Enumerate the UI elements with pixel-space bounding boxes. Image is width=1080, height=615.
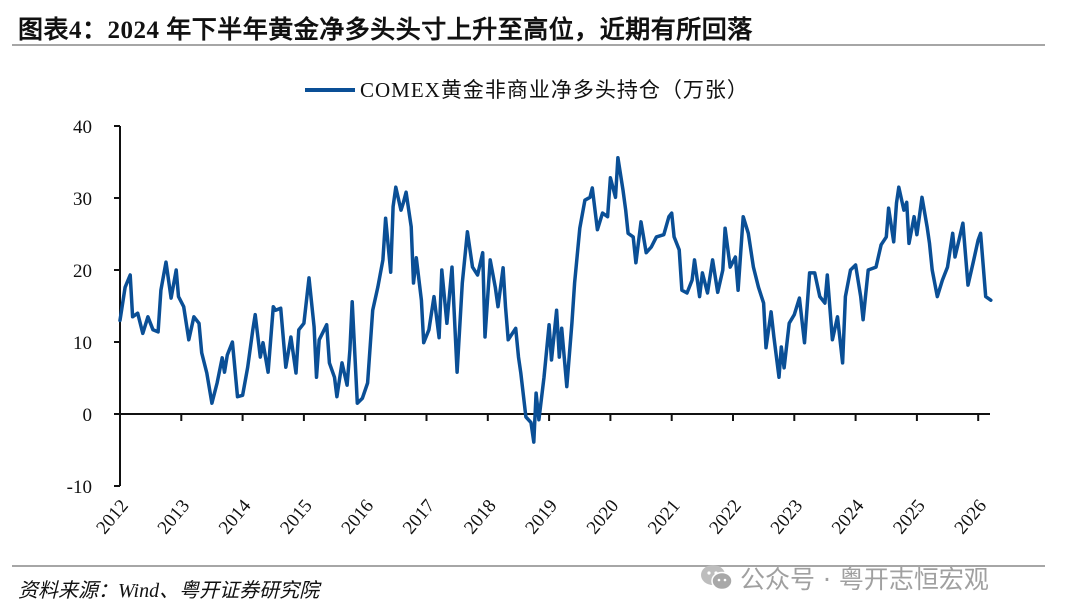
x-tick-label: 2013: [154, 496, 195, 539]
y-tick-label: 40: [73, 117, 92, 138]
chart-title: 图表4：2024 年下半年黄金净多头头寸上升至高位，近期有所回落: [18, 17, 753, 44]
x-tick-label: 2022: [705, 496, 746, 539]
title-divider: [12, 44, 1045, 46]
legend-label: COMEX黄金非商业净多头持仓（万张）: [360, 78, 749, 102]
x-tick-label: 2016: [338, 496, 379, 539]
x-tick-label: 2021: [644, 496, 685, 539]
x-tick-label: 2017: [399, 496, 440, 539]
watermark: 公众号 · 粤开志恒宏观: [700, 560, 989, 596]
x-tick-label: 2019: [521, 496, 562, 539]
x-tick-label: 2014: [215, 495, 256, 538]
y-tick-label: 30: [73, 189, 92, 210]
x-tick-label: 2015: [276, 496, 317, 539]
series-line-comex-net-long: [118, 155, 993, 444]
x-tick-label: 2023: [767, 496, 808, 539]
y-tick-label: -10: [67, 477, 92, 498]
y-tick-label: 10: [73, 333, 92, 354]
x-tick-label: 2020: [583, 496, 624, 539]
x-tick-label: 2026: [951, 496, 992, 539]
x-tick-label: 2012: [92, 496, 133, 539]
y-tick-label: 20: [73, 261, 92, 282]
x-tick-label: 2018: [460, 496, 501, 539]
axes: -10 0 10 20 30 40 2012 2013 2014 2015 2016 2017 2018…: [67, 117, 991, 538]
x-tick-label: 2025: [889, 496, 930, 539]
y-tick-label: 0: [83, 405, 93, 426]
watermark-text: 公众号 · 粤开志恒宏观: [740, 565, 989, 594]
source-note: 资料来源：Wind、粤开证券研究院: [18, 580, 320, 602]
footer-divider: [12, 565, 1045, 567]
wechat-icon: [701, 565, 733, 591]
legend: COMEX黄金非商业净多头持仓（万张）: [305, 78, 749, 102]
x-tick-label: 2024: [828, 495, 869, 538]
plot-area: [118, 155, 993, 444]
